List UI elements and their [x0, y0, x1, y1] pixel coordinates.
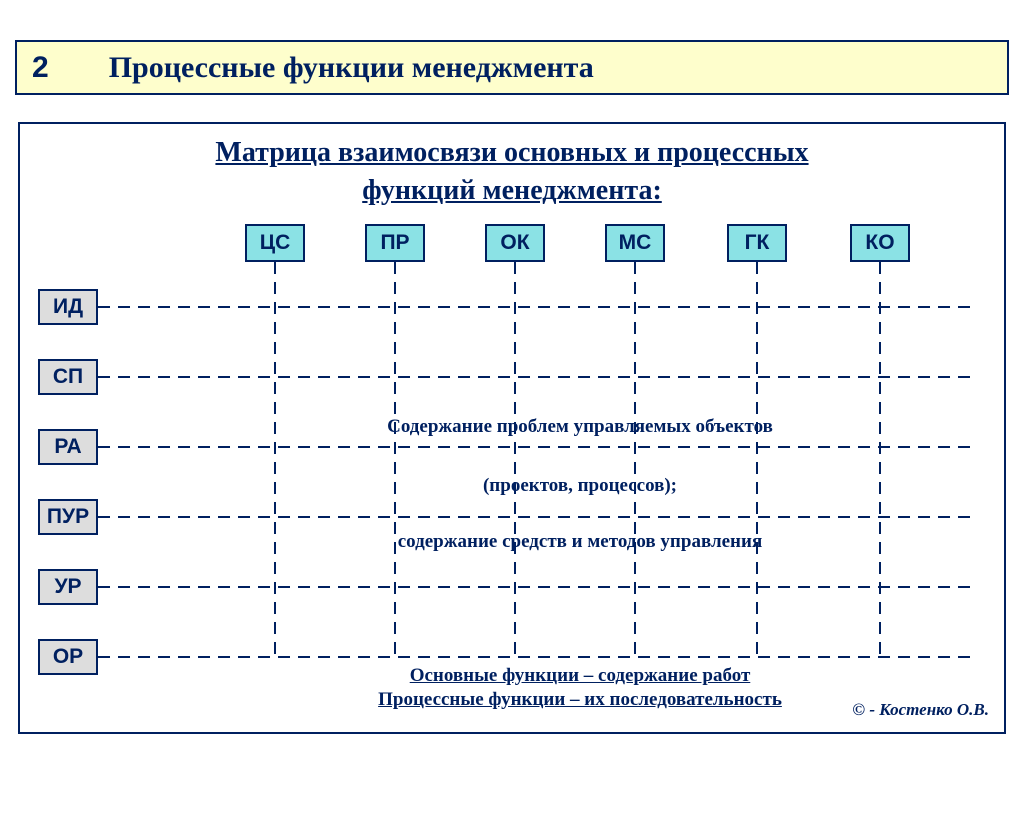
center-label-0: Содержание проблем управляемых объектов: [220, 416, 940, 438]
row-header-СП: СП: [38, 359, 98, 395]
bottom-label-1: Процессные функции – их последовательнос…: [220, 689, 940, 711]
row-header-ПУР: ПУР: [38, 499, 98, 535]
header-bar: 2 Процессные функции менеджмента: [15, 40, 1009, 95]
row-header-ИД: ИД: [38, 289, 98, 325]
grid-lines: [20, 219, 1008, 829]
column-header-МС: МС: [605, 224, 665, 262]
row-header-УР: УР: [38, 569, 98, 605]
column-header-ГК: ГК: [727, 224, 787, 262]
copyright: © - Костенко О.В.: [852, 700, 989, 720]
row-header-ОР: ОР: [38, 639, 98, 675]
header-number: 2: [32, 51, 49, 85]
matrix-title-line1: Матрица взаимосвязи основных и процессны…: [215, 137, 808, 168]
center-label-2: содержание средств и методов управления: [220, 531, 940, 553]
content-box: Матрица взаимосвязи основных и процессны…: [18, 122, 1006, 734]
column-header-КО: КО: [850, 224, 910, 262]
row-header-РА: РА: [38, 429, 98, 465]
header-title: Процессные функции менеджмента: [109, 51, 594, 85]
column-header-ПР: ПР: [365, 224, 425, 262]
matrix-grid: ЦС ПР ОК МС ГК КО ИД СП РА ПУР УР ОР Содержание про…: [20, 219, 1004, 714]
column-header-ОК: ОК: [485, 224, 545, 262]
matrix-title-line2: функций менеджмента:: [362, 175, 662, 206]
column-header-ЦС: ЦС: [245, 224, 305, 262]
bottom-label-0: Основные функции – содержание работ: [220, 665, 940, 687]
center-label-1: (проектов, процессов);: [220, 475, 940, 497]
matrix-title: Матрица взаимосвязи основных и процессны…: [20, 134, 1004, 210]
